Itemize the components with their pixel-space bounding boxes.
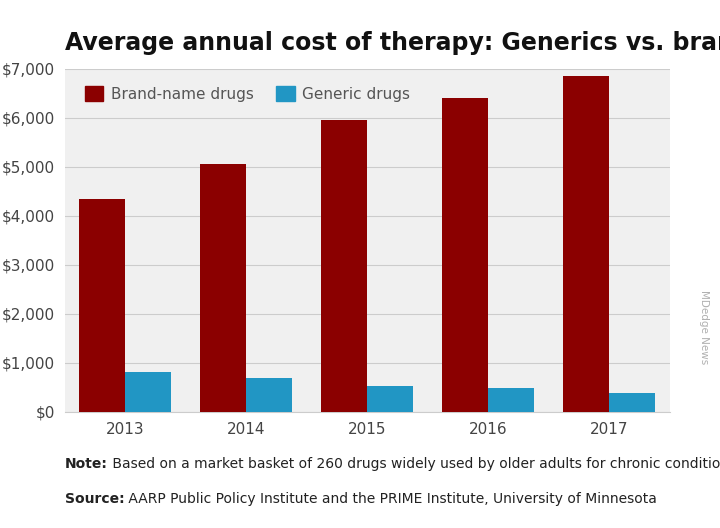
Bar bbox=[609, 393, 655, 412]
Bar bbox=[79, 199, 125, 412]
Bar bbox=[488, 388, 534, 412]
Text: AARP Public Policy Institute and the PRIME Institute, University of Minnesota: AARP Public Policy Institute and the PRI… bbox=[125, 492, 657, 506]
Text: Note: Based on a market basket of 260 drugs widely used by older adults for chro: Note: Based on a market basket of 260 dr… bbox=[65, 457, 720, 471]
Text: MDedge News: MDedge News bbox=[699, 290, 709, 364]
Legend: Brand-name drugs, Generic drugs: Brand-name drugs, Generic drugs bbox=[78, 80, 416, 108]
Bar bbox=[367, 386, 413, 412]
Bar bbox=[246, 378, 292, 412]
Bar bbox=[321, 120, 367, 412]
Bar bbox=[200, 164, 246, 412]
Text: Source:: Source: bbox=[65, 492, 125, 506]
Text: Average annual cost of therapy: Generics vs. brand-name drugs: Average annual cost of therapy: Generics… bbox=[65, 32, 720, 55]
Text: Based on a market basket of 260 drugs widely used by older adults for chronic co: Based on a market basket of 260 drugs wi… bbox=[108, 457, 720, 471]
Text: Note:: Note: bbox=[65, 457, 108, 471]
Bar bbox=[563, 76, 609, 412]
Bar bbox=[125, 372, 171, 412]
Bar bbox=[442, 98, 488, 412]
